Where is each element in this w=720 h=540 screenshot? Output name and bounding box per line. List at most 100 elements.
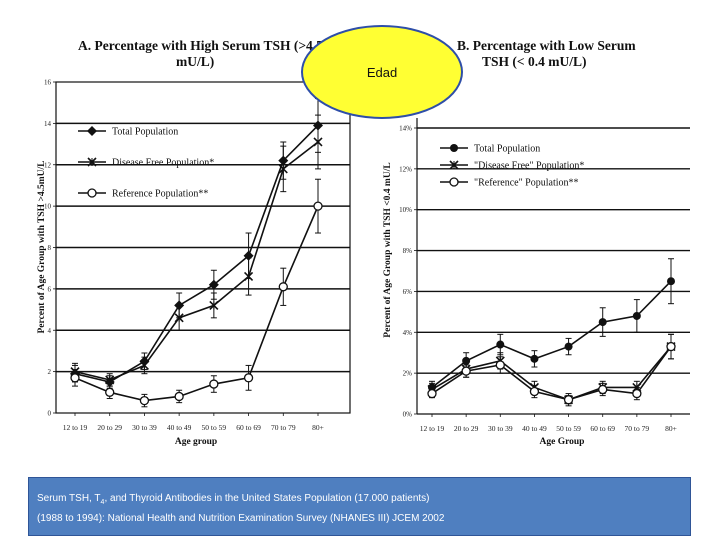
chart-b: Percent of Age Group with TSH <0.4 mU/L … [383,118,690,447]
chart-a-series-0 [70,98,323,389]
chart-b-xtick-label: 12 to 19 [420,424,445,433]
chart-a-ylabel: Percent of Age Group with TSH >4.5mU/L [37,161,47,334]
chart-a-xtick-label: 80+ [312,423,324,432]
chart-b-series-0-point [496,340,505,349]
chart-b-legend-label: "Reference" Population** [474,178,579,189]
chart-b-series-2-point [427,388,437,399]
chart-b-xlabel: Age Group [540,437,585,447]
chart-b-series-2-line [431,346,672,401]
chart-b-xtick-label: 70 to 79 [625,424,650,433]
chart-a-series-2-point [278,282,288,292]
chart-b-xtick-label: 30 to 39 [488,424,513,433]
chart-b-legend-label: Total Population [474,144,540,155]
chart-a-series-1 [70,114,323,387]
chart-b-legend: Total Population "Disease Free" Populatio… [440,144,584,189]
chart-a-title-line1: A. Percentage with High Serum TSH (>4.5 [78,38,323,53]
chart-a-xtick-label: 60 to 69 [236,423,261,432]
chart-a-xtick-label: 30 to 39 [132,423,157,432]
chart-a-series-2-point [209,379,219,389]
chart-b-series-2-point [666,341,676,352]
chart-b-ylabel: Percent of Age Group with TSH <0.4 mU/L [383,162,393,337]
annotation-oval [301,25,463,119]
chart-b-xtick-label: 80+ [665,424,677,433]
chart-a-series-2-point [243,373,254,383]
chart-a-legend-marker [87,188,97,198]
chart-b-legend-marker [449,160,459,170]
chart-a-series-1-line [74,141,319,381]
chart-a-series-1-point [174,313,184,323]
caption-line1: Serum TSH, T4, and Thyroid Antibodies in… [37,493,430,506]
chart-b-series-2-point [563,395,574,405]
chart-b-series-2 [427,333,676,405]
chart-b-series-0-point [667,277,675,286]
chart-b-legend-label: "Disease Free" Population* [474,161,584,172]
chart-a-series-2-point [70,373,80,383]
chart-b-title-line2: TSH (< 0.4 mU/L) [482,54,586,69]
chart-a-series-1-point [209,300,219,310]
chart-a-ytick-label: 10 [44,203,52,211]
caption-line2: (1988 to 1994): National Health and Nutr… [37,513,445,524]
chart-b-series-2-point [529,386,540,397]
chart-a-title-line2: mU/L) [176,54,214,69]
chart-b-series-2-point [461,366,471,376]
chart-a-series-2-point [313,201,323,211]
age-annotation: Edad [301,25,463,119]
chart-a-series-2 [70,178,323,408]
chart-a-ytick-label: 4 [48,327,52,335]
chart-a-legend-marker [87,157,97,167]
chart-b-series-0-line [431,280,672,389]
chart-a-xlabel: Age group [175,437,217,447]
chart-a-series-2-point [139,395,150,406]
chart-a-series-1-point [278,164,288,174]
chart-b-series-0 [428,258,675,395]
chart-b-xtick-label: 40 to 49 [522,424,547,433]
chart-a-series-1-point [105,375,115,385]
chart-a-xtick-label: 70 to 79 [271,423,296,432]
chart-b-ytick-label: 0% [403,411,413,419]
chart-a-ytick-label: 8 [48,244,52,252]
chart-b-series-0-point [564,342,573,351]
chart-a-ytick-label: 2 [48,368,52,376]
chart-a-series-2-point [174,391,184,402]
chart-a-series-2-point [105,387,115,397]
chart-b-xtick-label: 20 to 29 [454,424,479,433]
chart-a-series-0-line [74,124,319,383]
chart-a-legend-label: Disease Free Population* [112,158,214,169]
chart-b-legend-marker [449,177,459,187]
chart-b-series-0-point [530,354,539,363]
chart-a-xtick-label: 20 to 29 [97,423,122,432]
chart-b-ytick-label: 10% [399,206,412,214]
chart-a: Percent of Age Group with TSH >4.5mU/L A… [37,79,351,447]
chart-b-series-2-point [632,388,642,399]
chart-a-ytick-label: 6 [48,285,52,293]
chart-b-series-1-line [431,346,672,401]
chart-b-series-2-point [495,360,505,370]
chart-b-ytick-label: 2% [403,370,413,378]
chart-a-series-1-point [139,360,149,370]
chart-b-series-2-point [598,384,608,395]
chart-a-ytick-label: 16 [44,79,52,87]
chart-a-legend-label: Total Population [112,127,178,138]
chart-a-series-0-point [208,279,219,290]
chart-b-series-0-point [598,318,607,327]
chart-a-legend-marker [87,126,97,136]
chart-b-ytick-label: 4% [403,329,413,337]
chart-b-xtick-label: 60 to 69 [590,424,615,433]
chart-a-xtick-label: 50 to 59 [202,423,227,432]
caption-box: Serum TSH, T4, and Thyroid Antibodies in… [28,477,691,536]
chart-b-ytick-label: 6% [403,288,413,296]
chart-b-xtick-label: 50 to 59 [556,424,581,433]
chart-a-legend: Total Population Disease Free Population*… [78,126,214,200]
chart-a-xtick-label: 12 to 19 [63,423,88,432]
chart-a-ytick-label: 12 [44,161,52,169]
chart-b-title-line1: B. Percentage with Low Serum [457,38,636,53]
chart-b-legend-marker [450,144,458,152]
chart-a-series-1-point [313,137,323,147]
chart-b-series-0-point [632,311,641,320]
chart-a-series-1-point [244,271,254,282]
chart-a-ytick-label: 0 [48,410,52,418]
chart-b-ytick-label: 8% [403,247,413,255]
annotation-label: Edad [367,65,397,80]
chart-a-series-2-line [74,205,319,402]
